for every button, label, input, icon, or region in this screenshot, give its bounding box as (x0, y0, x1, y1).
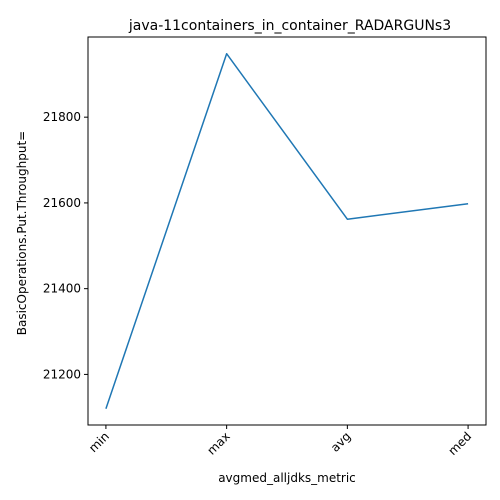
y-tick-label: 21800 (43, 110, 81, 124)
x-tick-label: med (445, 429, 474, 458)
y-axis-label: BasicOperations.Put.Throughput= (15, 131, 29, 335)
y-tick-label: 21200 (43, 367, 81, 381)
x-axis-label: avgmed_alljdks_metric (218, 471, 356, 485)
series-line (105, 52, 469, 409)
x-tick-label: max (204, 429, 232, 457)
plot-frame (87, 36, 487, 426)
chart-title: java-11containers_in_container_RADARGUNs… (128, 18, 451, 34)
y-tick-label: 21400 (43, 282, 81, 296)
plot-area: 21200 21400 21600 21800 min max avg med (43, 36, 487, 458)
y-tick-label: 21600 (43, 196, 81, 210)
x-tick-label: min (86, 429, 112, 455)
x-tick-label: avg (328, 429, 354, 455)
